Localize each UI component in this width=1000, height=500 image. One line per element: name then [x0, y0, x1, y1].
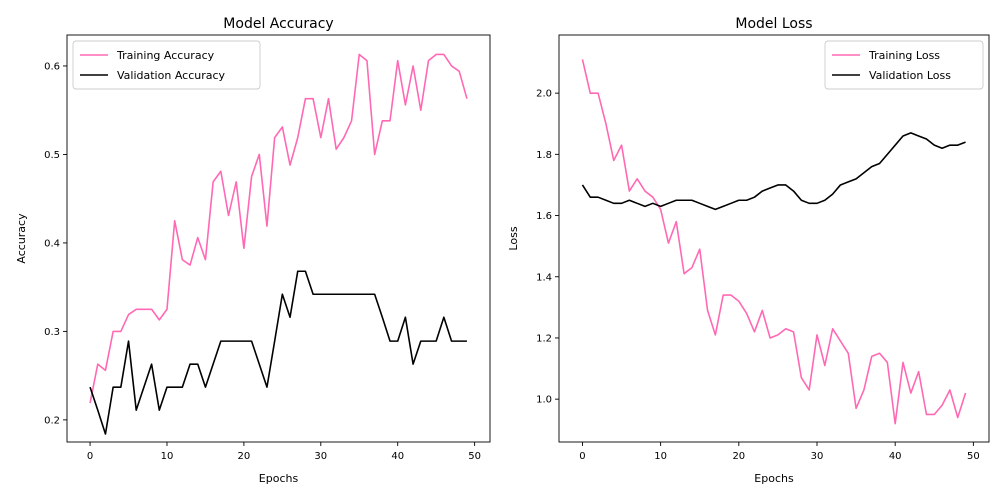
- legend: Training Accuracy Validation Accuracy: [72, 40, 261, 90]
- x-tick-label: 0: [579, 451, 585, 462]
- y-tick-label: 2.0: [536, 89, 552, 100]
- legend: Training Loss Validation Loss: [824, 40, 984, 90]
- x-tick-label: 50: [967, 451, 980, 462]
- series-line-1: [89, 53, 468, 404]
- legend-label-1: Training Accuracy: [116, 49, 215, 62]
- plot-frame: [66, 34, 491, 443]
- series-line-1: [581, 59, 967, 425]
- legend-label-1: Training Loss: [868, 49, 940, 62]
- y-tick-label: 1.4: [536, 272, 552, 283]
- chart-panel-2: Model Loss 0 10 20 30 40 50 1.0 1.2 1.4 1.6 1.8 2.0 E…: [507, 16, 990, 485]
- chart-title: Model Accuracy: [223, 16, 333, 32]
- chart-title: Model Loss: [735, 16, 812, 32]
- x-axis-label: Epochs: [259, 472, 299, 485]
- x-tick-label: 20: [238, 451, 251, 462]
- y-tick-label: 1.6: [536, 211, 552, 222]
- x-tick-label: 40: [889, 451, 902, 462]
- plot-frame: [558, 34, 990, 443]
- y-tick-label: 1.2: [536, 333, 552, 344]
- y-axis-label: Loss: [507, 226, 520, 250]
- x-tick-label: 30: [811, 451, 824, 462]
- y-axis-label: Accuracy: [15, 213, 28, 264]
- x-tick-label: 10: [654, 451, 667, 462]
- y-tick-label: 0.2: [44, 415, 60, 426]
- legend-box: [72, 40, 261, 90]
- y-tick-label: 1.0: [536, 395, 552, 406]
- y-tick-label: 0.6: [44, 61, 60, 72]
- legend-box: [824, 40, 984, 90]
- y-tick-label: 1.8: [536, 150, 552, 161]
- x-tick-label: 40: [391, 451, 404, 462]
- chart-panel-1: Model Accuracy 0 10 20 30 40 50 0.2 0.3 0.4 0.5 0.6…: [15, 16, 491, 485]
- y-tick-label: 0.4: [44, 238, 60, 249]
- x-tick-label: 0: [87, 451, 93, 462]
- y-tick-label: 0.5: [44, 150, 60, 161]
- legend-label-2: Validation Accuracy: [117, 69, 226, 82]
- x-tick-label: 10: [161, 451, 174, 462]
- y-tick-label: 0.3: [44, 327, 60, 338]
- x-tick-label: 30: [314, 451, 327, 462]
- x-tick-label: 50: [468, 451, 481, 462]
- x-axis-label: Epochs: [754, 472, 794, 485]
- series-line-2: [89, 270, 467, 435]
- legend-label-2: Validation Loss: [869, 69, 951, 82]
- series-line-2: [581, 132, 966, 211]
- x-tick-label: 20: [732, 451, 745, 462]
